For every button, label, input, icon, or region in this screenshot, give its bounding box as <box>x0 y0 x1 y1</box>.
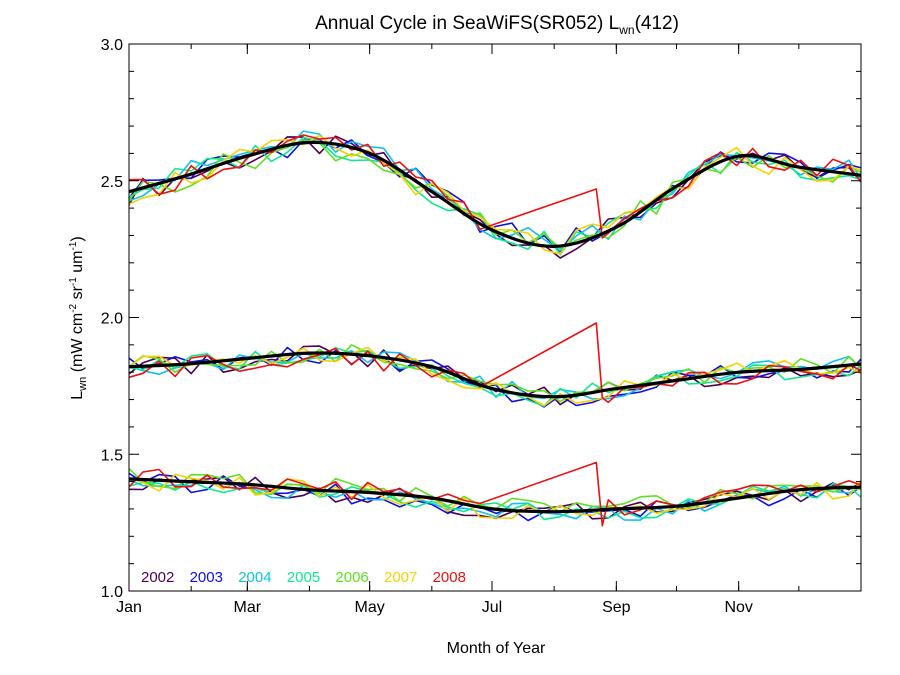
climatology-curve-middle <box>128 351 862 399</box>
climatology-curve-lower <box>128 477 862 514</box>
axes: Jan Mar May Jul Sep Nov 1.0 1.5 2.0 2.5 3.0 <box>101 37 862 616</box>
y-tick-label: 3.0 <box>101 37 123 54</box>
series-line-2007-upper <box>128 134 862 255</box>
x-tick-label: Jul <box>482 599 502 616</box>
y-tick-label: 1.0 <box>101 584 123 601</box>
series-line-2006-middle <box>128 344 862 403</box>
x-axis-label: Month of Year <box>447 640 546 657</box>
series-layer <box>128 130 862 527</box>
series-line-2007-lower <box>128 473 862 520</box>
chart-title: Annual Cycle in SeaWiFS(SR052) Lwn(412) <box>315 13 679 37</box>
x-tick-label: Mar <box>234 599 262 616</box>
series-line-2008-lower <box>128 461 862 527</box>
climatology-curve-upper <box>128 140 862 249</box>
y-tick-label: 2.5 <box>101 174 123 191</box>
x-tick-label: Sep <box>602 599 631 616</box>
x-tick-label: May <box>355 599 385 616</box>
legend-item-2006: 2006 <box>335 569 368 586</box>
y-axis-label: Lwn (mW cm-2 sr-1 um-1) <box>68 236 89 399</box>
y-tick-label: 2.0 <box>101 311 123 328</box>
climatology-layer <box>128 140 862 514</box>
legend-item-2002: 2002 <box>141 569 174 586</box>
x-tick-label: Nov <box>724 599 752 616</box>
series-line-2008-middle <box>128 322 862 404</box>
legend-item-2008: 2008 <box>433 569 466 586</box>
series-line-2008-upper <box>128 134 862 239</box>
legend-item-2005: 2005 <box>287 569 320 586</box>
x-tick-label: Jan <box>116 599 142 616</box>
y-tick-label: 1.5 <box>101 447 123 464</box>
legend-item-2007: 2007 <box>384 569 417 586</box>
legend-item-2004: 2004 <box>238 569 271 586</box>
legend: 2002 2003 2004 2005 2006 2007 2008 <box>141 569 466 586</box>
legend-item-2003: 2003 <box>190 569 223 586</box>
